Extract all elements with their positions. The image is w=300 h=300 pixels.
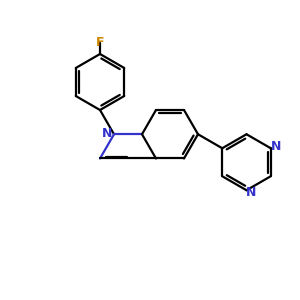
Text: N: N [246, 186, 257, 199]
Text: F: F [96, 37, 104, 50]
Text: N: N [271, 140, 281, 153]
Text: N: N [102, 127, 112, 140]
